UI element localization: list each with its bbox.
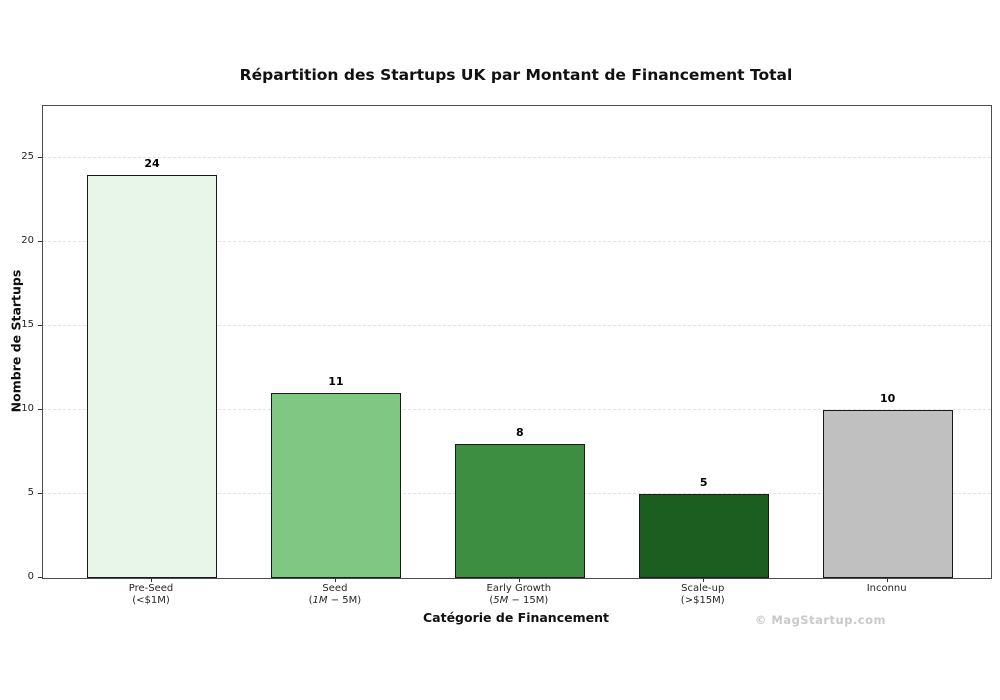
x-tick-label-line1: Early Growth — [486, 583, 552, 594]
bar-seed — [270, 393, 401, 578]
x-tick-label-line1: Inconnu — [866, 583, 907, 594]
chart-title: Répartition des Startups UK par Montant … — [239, 66, 793, 84]
y-tick-mark — [38, 157, 42, 159]
x-tick-mark — [151, 578, 153, 582]
y-tick-label: 10 — [21, 403, 34, 415]
x-tick-label: Early Growth (5M − 15M) — [427, 583, 611, 607]
bar-inconnu — [822, 410, 953, 578]
x-tick-label-line2: (<$1M) — [132, 595, 170, 606]
x-tick-label: Inconnu — [795, 583, 979, 595]
bar-pre-seed — [87, 174, 217, 578]
x-tick-mark — [702, 578, 704, 582]
y-axis-title: Nombre de Startups — [8, 269, 24, 413]
y-tick-label: 25 — [21, 151, 34, 163]
bar-value-label: 8 — [516, 425, 524, 439]
gridline — [43, 241, 991, 243]
x-tick-label-line2: (>$15M) — [680, 595, 725, 606]
x-tick-label-line2: (1M − 5M) — [308, 595, 362, 606]
bar-value-label: 24 — [144, 156, 160, 170]
x-tick-mark — [886, 578, 888, 582]
watermark: © MagStartup.com — [754, 613, 886, 627]
x-tick-label-line1: Seed — [322, 583, 348, 594]
y-tick-mark — [38, 409, 42, 411]
x-tick-label-line1: Pre-Seed — [128, 583, 174, 594]
y-tick-label: 0 — [27, 571, 34, 582]
y-tick-label: 20 — [21, 235, 34, 247]
y-tick-mark — [38, 493, 42, 494]
y-tick-mark — [38, 325, 42, 327]
x-tick-label: Pre-Seed (<$1M) — [59, 583, 243, 607]
x-tick-mark — [334, 578, 336, 582]
bar-value-label: 5 — [699, 476, 708, 490]
y-tick-mark — [38, 241, 42, 243]
plot-area: 24 11 8 5 10 — [42, 105, 992, 579]
x-tick-label: Seed (1M − 5M) — [243, 583, 427, 607]
y-tick-mark — [38, 577, 42, 578]
gridline — [43, 157, 991, 159]
x-tick-label-line1: Scale-up — [681, 583, 725, 594]
y-tick-label: 5 — [27, 487, 34, 498]
bar-value-label: 11 — [328, 375, 344, 389]
x-tick-label-line2: (5M − 15M) — [489, 595, 549, 606]
x-tick-label: Scale-up (>$15M) — [611, 583, 795, 607]
y-tick-label: 15 — [21, 319, 34, 331]
bar-scale-up — [638, 494, 769, 578]
x-axis-title: Catégorie de Financement — [423, 610, 609, 625]
gridline — [43, 325, 991, 327]
bar-value-label: 10 — [880, 392, 896, 406]
x-tick-mark — [518, 578, 520, 582]
bar-early-growth — [454, 443, 585, 578]
gridline — [43, 409, 991, 411]
